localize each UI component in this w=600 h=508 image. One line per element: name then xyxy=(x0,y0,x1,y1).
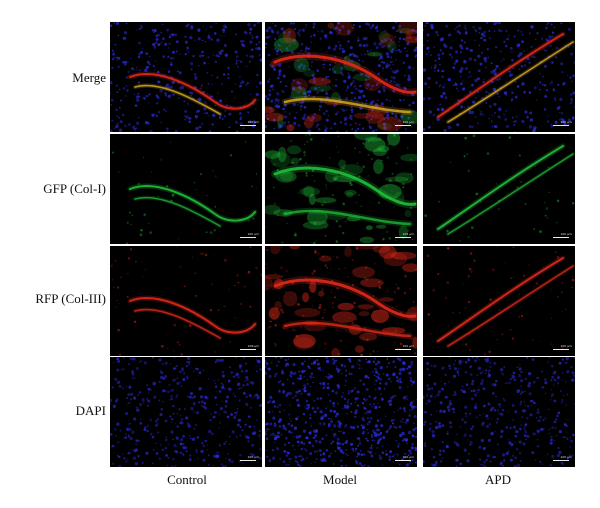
scale-bar xyxy=(395,349,411,350)
panel-gfp-model: 100 μm xyxy=(265,134,417,244)
scale-bar-label: 100 μm xyxy=(247,232,259,236)
panel-gfp-control: 100 μm xyxy=(110,134,262,244)
scale-bar-label: 100 μm xyxy=(402,120,414,124)
col-label-control: Control xyxy=(167,472,207,487)
micrograph-image xyxy=(423,246,575,356)
micrograph-image xyxy=(423,22,575,132)
row-label-merge: Merge xyxy=(72,70,106,85)
scale-bar xyxy=(553,349,569,350)
panel-gfp-apd: 100 μm xyxy=(423,134,575,244)
scale-bar xyxy=(395,460,411,461)
panel-dapi-apd: 100 μm xyxy=(423,357,575,467)
scale-bar xyxy=(553,460,569,461)
col-label-model: Model xyxy=(323,472,357,487)
row-label-gfp: GFP (Col-I) xyxy=(43,181,106,196)
scale-bar-label: 100 μm xyxy=(402,344,414,348)
scale-bar-label: 100 μm xyxy=(560,455,572,459)
panel-merge-apd: 100 μm xyxy=(423,22,575,132)
panel-rfp-apd: 100 μm xyxy=(423,246,575,356)
row-label-rfp: RFP (Col-III) xyxy=(35,291,106,306)
scale-bar-label: 100 μm xyxy=(560,344,572,348)
micrograph-image xyxy=(265,246,417,356)
micrograph-image xyxy=(110,246,262,356)
micrograph-image xyxy=(265,134,417,244)
panel-merge-model: 100 μm xyxy=(265,22,417,132)
scale-bar-label: 100 μm xyxy=(247,120,259,124)
scale-bar-label: 100 μm xyxy=(402,455,414,459)
scale-bar xyxy=(553,125,569,126)
scale-bar-label: 100 μm xyxy=(560,120,572,124)
scale-bar-label: 100 μm xyxy=(560,232,572,236)
scale-bar xyxy=(395,237,411,238)
micrograph-image xyxy=(110,22,262,132)
scale-bar xyxy=(395,125,411,126)
panel-rfp-model: 100 μm xyxy=(265,246,417,356)
row-label-dapi: DAPI xyxy=(75,403,106,418)
scale-bar-label: 100 μm xyxy=(247,344,259,348)
panel-merge-control: 100 μm xyxy=(110,22,262,132)
col-label-apd: APD xyxy=(484,472,511,487)
micrograph-image xyxy=(110,134,262,244)
micrograph-image xyxy=(423,134,575,244)
panel-dapi-model: 100 μm xyxy=(265,357,417,467)
scale-bar xyxy=(240,125,256,126)
micrograph-image xyxy=(265,357,417,467)
scale-bar xyxy=(553,237,569,238)
scale-bar-label: 100 μm xyxy=(247,455,259,459)
panel-rfp-control: 100 μm xyxy=(110,246,262,356)
scale-bar xyxy=(240,237,256,238)
micrograph-image xyxy=(110,357,262,467)
scale-bar-label: 100 μm xyxy=(402,232,414,236)
scale-bar xyxy=(240,460,256,461)
panel-dapi-control: 100 μm xyxy=(110,357,262,467)
micrograph-image xyxy=(265,22,417,132)
scale-bar xyxy=(240,349,256,350)
micrograph-image xyxy=(423,357,575,467)
